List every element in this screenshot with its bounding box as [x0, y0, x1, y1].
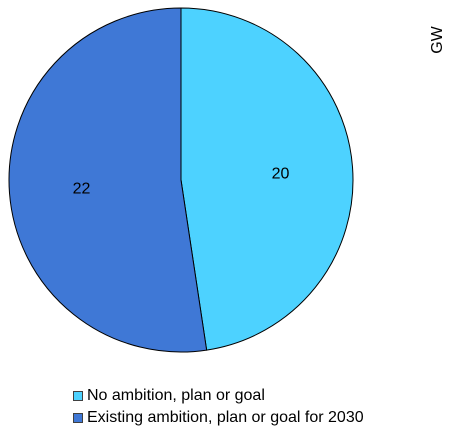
pie-slice-1 [8, 7, 208, 353]
unit-label: GW [429, 25, 446, 53]
legend-item: Existing ambition, plan or goal for 2030 [73, 407, 364, 429]
legend-swatch-no-ambition [73, 391, 83, 401]
pie-slices [8, 7, 354, 353]
legend-label-no-ambition: No ambition, plan or goal [87, 387, 265, 404]
legend-item: No ambition, plan or goal [73, 385, 364, 407]
legend-label-existing-ambition: Existing ambition, plan or goal for 2030 [87, 409, 364, 426]
data-label-0: 20 [272, 166, 290, 183]
legend-swatch-existing-ambition [73, 413, 83, 423]
data-label-1: 22 [73, 181, 91, 198]
legend: No ambition, plan or goal Existing ambit… [73, 385, 364, 429]
pie-slice-0 [180, 7, 354, 351]
